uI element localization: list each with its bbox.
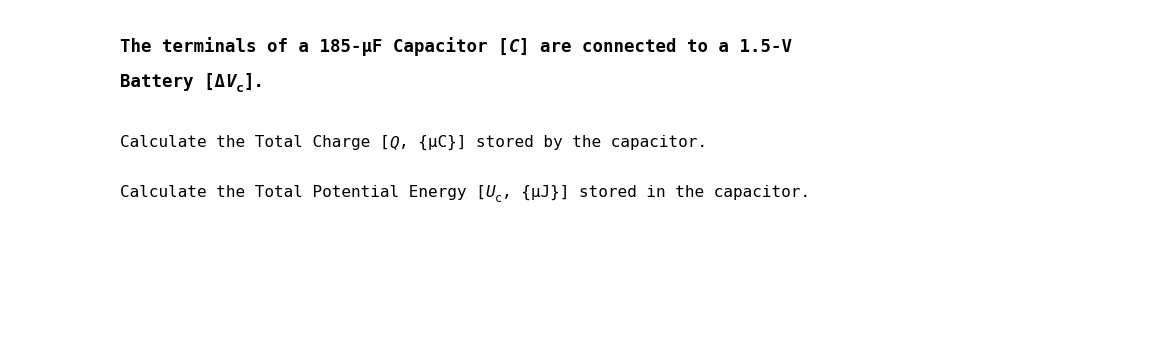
Text: c: c	[235, 82, 243, 95]
Text: U: U	[486, 185, 496, 200]
Text: Battery [Δ: Battery [Δ	[120, 73, 224, 91]
Text: ].: ].	[243, 73, 264, 91]
Text: V: V	[224, 73, 235, 91]
Text: , {μJ}] stored in the capacitor.: , {μJ}] stored in the capacitor.	[503, 185, 810, 200]
Text: Calculate the Total Potential Energy [: Calculate the Total Potential Energy [	[120, 185, 486, 200]
Text: C: C	[509, 38, 519, 56]
Text: Calculate the Total Charge [: Calculate the Total Charge [	[120, 135, 389, 150]
Text: The terminals of a 185-μF Capacitor [: The terminals of a 185-μF Capacitor [	[120, 37, 509, 56]
Text: , {μC}] stored by the capacitor.: , {μC}] stored by the capacitor.	[399, 135, 707, 150]
Text: ] are connected to a 1.5-V: ] are connected to a 1.5-V	[519, 38, 793, 56]
Text: c: c	[496, 192, 503, 205]
Text: Q: Q	[389, 135, 399, 150]
